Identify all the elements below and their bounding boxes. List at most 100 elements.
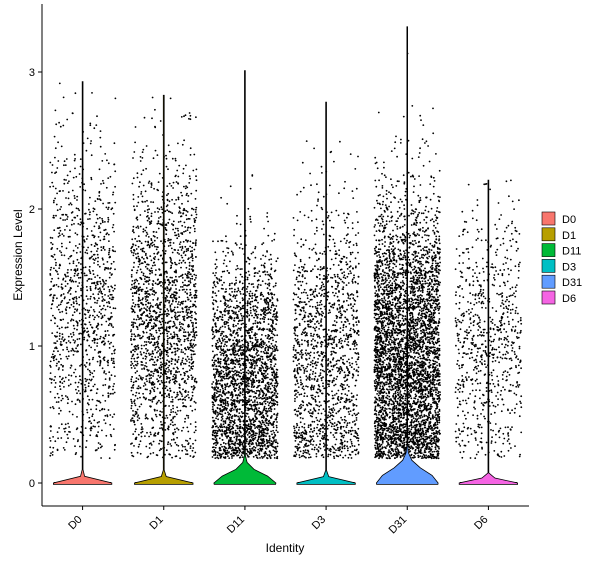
point <box>154 432 156 434</box>
point <box>142 250 144 252</box>
point <box>185 449 187 451</box>
point <box>98 352 100 354</box>
point <box>104 299 106 301</box>
point <box>154 397 156 399</box>
point <box>86 409 88 411</box>
point <box>114 202 116 204</box>
point <box>140 160 142 162</box>
point <box>224 343 226 345</box>
point <box>153 281 155 283</box>
point <box>112 362 114 364</box>
point <box>59 311 61 313</box>
point <box>79 400 81 402</box>
point <box>170 370 172 372</box>
point <box>143 228 145 230</box>
point <box>160 372 162 374</box>
point <box>256 311 258 313</box>
point <box>166 415 168 417</box>
point <box>61 246 63 248</box>
point <box>99 277 101 279</box>
point <box>114 375 116 377</box>
point <box>160 333 162 335</box>
point <box>96 115 98 117</box>
point <box>76 199 78 201</box>
point <box>219 413 221 415</box>
point <box>147 315 149 317</box>
point <box>59 190 61 192</box>
point <box>170 308 172 310</box>
point <box>113 366 115 368</box>
point <box>236 415 238 417</box>
point <box>132 323 134 325</box>
point <box>151 182 153 184</box>
point <box>247 434 249 436</box>
point <box>212 333 214 335</box>
point <box>169 337 171 339</box>
point <box>185 453 187 455</box>
point <box>220 279 222 281</box>
point <box>154 383 156 385</box>
point <box>102 203 104 205</box>
point <box>66 302 68 304</box>
point <box>140 226 142 228</box>
point <box>141 426 143 428</box>
point <box>86 354 88 356</box>
point <box>249 453 251 455</box>
point <box>249 448 251 450</box>
point <box>168 144 170 146</box>
point <box>178 165 180 167</box>
point <box>138 417 140 419</box>
point <box>105 378 107 380</box>
point <box>97 264 99 266</box>
point <box>68 198 70 200</box>
point <box>195 426 197 428</box>
point <box>176 406 178 408</box>
point <box>246 348 248 350</box>
point <box>185 371 187 373</box>
point <box>73 319 75 321</box>
point <box>169 151 171 153</box>
point <box>160 255 162 257</box>
point <box>191 297 193 299</box>
point <box>242 305 244 307</box>
point <box>157 381 159 383</box>
point <box>189 112 191 114</box>
point <box>186 250 188 252</box>
point <box>114 186 116 188</box>
point <box>195 207 197 209</box>
point <box>85 213 87 215</box>
point <box>73 306 75 308</box>
point <box>257 302 259 304</box>
point <box>267 442 269 444</box>
point <box>60 341 62 343</box>
point <box>234 284 236 286</box>
point <box>93 254 95 256</box>
point <box>195 319 197 321</box>
point <box>254 399 256 401</box>
point <box>102 395 104 397</box>
point <box>248 298 250 300</box>
point <box>165 229 167 231</box>
point <box>165 233 167 235</box>
point <box>258 454 260 456</box>
point <box>60 358 62 360</box>
point <box>188 280 190 282</box>
point <box>140 318 142 320</box>
point <box>113 164 115 166</box>
point <box>103 263 105 265</box>
point <box>218 380 220 382</box>
point <box>214 284 216 286</box>
point <box>225 357 227 359</box>
point <box>141 257 143 259</box>
point <box>90 422 92 424</box>
point <box>170 296 172 298</box>
point <box>235 242 237 244</box>
point <box>185 165 187 167</box>
point <box>255 257 257 259</box>
point <box>113 383 115 385</box>
point <box>140 156 142 158</box>
point <box>52 315 54 317</box>
point <box>132 246 134 248</box>
point <box>239 247 241 249</box>
point <box>214 457 216 459</box>
